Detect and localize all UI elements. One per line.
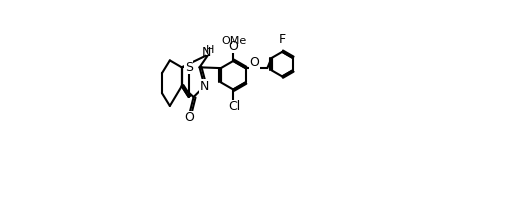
- Text: OMe: OMe: [221, 36, 246, 46]
- Text: O: O: [249, 56, 259, 69]
- Text: S: S: [184, 61, 192, 74]
- Text: Cl: Cl: [228, 100, 240, 113]
- Text: N: N: [199, 80, 209, 93]
- Text: F: F: [278, 32, 285, 46]
- Text: O: O: [184, 111, 194, 124]
- Text: H: H: [206, 45, 214, 54]
- Text: N: N: [202, 46, 211, 59]
- Text: O: O: [228, 40, 238, 53]
